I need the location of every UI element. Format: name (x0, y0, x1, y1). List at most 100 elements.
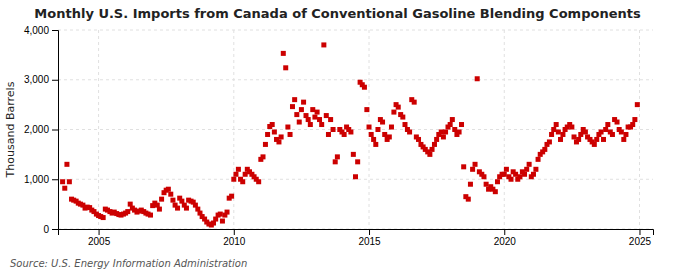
point (504, 167, 509, 172)
point (468, 182, 473, 187)
point (335, 154, 340, 159)
point (170, 198, 175, 203)
point (270, 122, 275, 127)
point (294, 112, 299, 117)
point (225, 210, 230, 215)
point (240, 179, 245, 184)
x-tick: 2005 (88, 229, 111, 247)
point (407, 129, 412, 134)
point (443, 129, 448, 134)
x-tick: 2020 (494, 229, 517, 247)
point (380, 120, 385, 125)
point (355, 159, 360, 164)
point (317, 117, 322, 122)
point (396, 105, 401, 110)
point (285, 125, 290, 130)
point (231, 177, 236, 182)
point (184, 206, 189, 211)
point (416, 137, 421, 142)
point (233, 172, 238, 177)
point (373, 142, 378, 147)
y-grid-line (58, 30, 653, 31)
point (569, 125, 574, 130)
point (599, 129, 604, 134)
x-tick-mark (504, 229, 505, 235)
point (281, 51, 286, 56)
point (283, 65, 288, 70)
point (218, 212, 223, 217)
y-tick-mark (52, 30, 58, 31)
point (382, 132, 387, 137)
x-tick-mark (99, 229, 100, 235)
point (301, 100, 306, 105)
point (315, 110, 320, 115)
point (375, 127, 380, 132)
point (256, 179, 261, 184)
source-note: Source: U.S. Energy Information Administ… (10, 258, 247, 269)
point (364, 107, 369, 112)
x-tick: 2015 (358, 229, 381, 247)
point (308, 122, 313, 127)
point (601, 137, 606, 142)
point (572, 134, 577, 139)
x-tick: 2010 (223, 229, 246, 247)
point (493, 189, 498, 194)
point (495, 179, 500, 184)
point (576, 137, 581, 142)
point (279, 134, 284, 139)
y-tick: 0 (43, 224, 58, 235)
point (603, 127, 608, 132)
point (619, 129, 624, 134)
point (533, 167, 538, 172)
point (387, 134, 392, 139)
point (484, 182, 489, 187)
point (475, 76, 480, 81)
point (635, 102, 640, 107)
point (101, 215, 106, 220)
point (439, 129, 444, 134)
point (306, 117, 311, 122)
point (236, 167, 241, 172)
point (513, 172, 518, 177)
point (175, 206, 180, 211)
point (333, 159, 338, 164)
y-tick-label: 4,000 (24, 25, 49, 36)
point (432, 142, 437, 147)
point (60, 179, 65, 184)
y-tick-label: 3,000 (24, 74, 49, 85)
point (159, 197, 164, 202)
point (342, 132, 347, 137)
point (290, 104, 295, 109)
point (457, 129, 462, 134)
point (578, 132, 583, 137)
point (473, 162, 478, 167)
point (434, 137, 439, 142)
x-axis: 20052010201520202025 (59, 229, 654, 247)
point (412, 100, 417, 105)
point (310, 107, 315, 112)
point (554, 122, 559, 127)
point (547, 139, 552, 144)
point (389, 125, 394, 130)
point (536, 157, 541, 162)
points (60, 42, 640, 227)
y-grid-line (58, 79, 653, 80)
point (481, 174, 486, 179)
point (632, 117, 637, 122)
point (470, 167, 475, 172)
point (362, 85, 367, 90)
point (263, 142, 268, 147)
point (64, 162, 69, 167)
y-tick-label: 2,000 (24, 124, 49, 135)
point (125, 209, 130, 214)
title: Monthly U.S. Imports from Canada of Conv… (34, 6, 641, 21)
point (605, 122, 610, 127)
point (324, 113, 329, 118)
point (524, 167, 529, 172)
point (67, 179, 72, 184)
point (427, 152, 432, 157)
point (441, 134, 446, 139)
y-tick: 1,000 (24, 174, 58, 185)
point (276, 139, 281, 144)
point (272, 129, 277, 134)
